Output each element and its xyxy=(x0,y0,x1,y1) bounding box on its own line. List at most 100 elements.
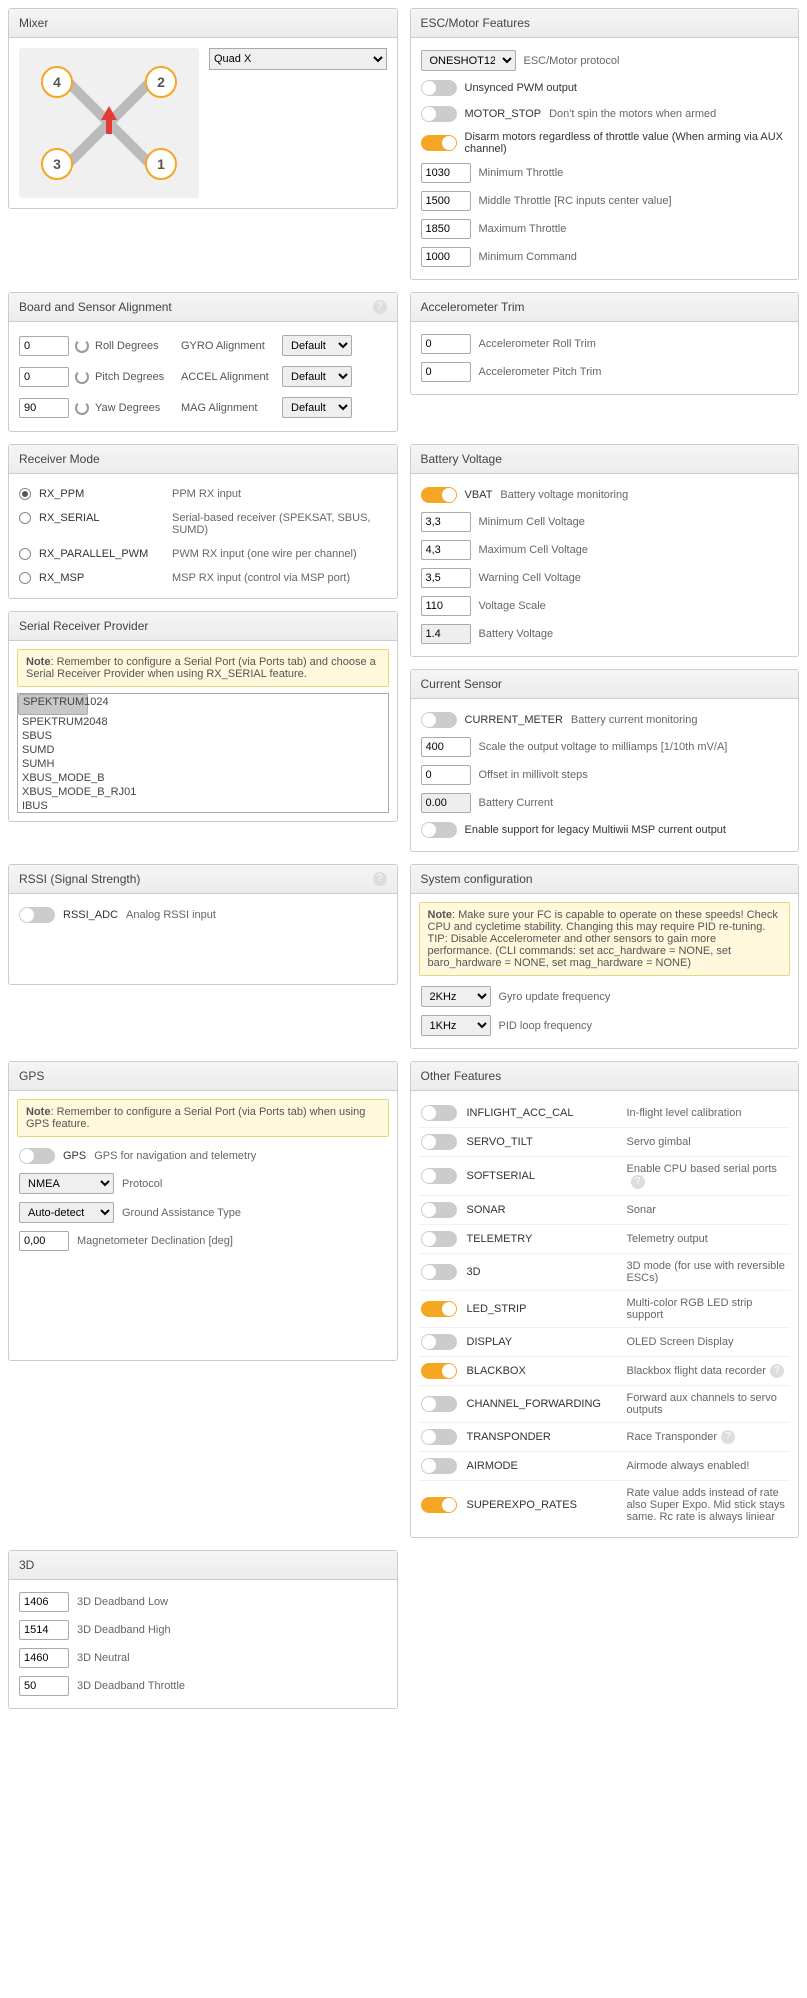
mid-throttle-input[interactable] xyxy=(421,191,471,211)
serial-rx-option[interactable]: XBUS_MODE_B_RJ01 xyxy=(18,785,388,799)
feature-toggle-CHANNEL_FORWARDING[interactable] xyxy=(421,1396,457,1412)
motor-stop-toggle[interactable] xyxy=(421,106,457,122)
max-throttle-input[interactable] xyxy=(421,219,471,239)
serial-rx-panel: Serial Receiver Provider Note: Remember … xyxy=(8,611,398,822)
feature-toggle-LED_STRIP[interactable] xyxy=(421,1301,457,1317)
min-command-label: Minimum Command xyxy=(479,251,577,263)
esc-title: ESC/Motor Features xyxy=(421,16,530,30)
feature-name: SOFTSERIAL xyxy=(467,1170,617,1182)
rssi-adc-toggle[interactable] xyxy=(19,907,55,923)
min-cell-label: Minimum Cell Voltage xyxy=(479,516,585,528)
3d-deadband-throttle-input[interactable] xyxy=(19,1676,69,1696)
feature-toggle-INFLIGHT_ACC_CAL[interactable] xyxy=(421,1105,457,1121)
vbat-toggle[interactable] xyxy=(421,487,457,503)
feature-name: SUPEREXPO_RATES xyxy=(467,1499,617,1511)
rssi-adc-name: RSSI_ADC xyxy=(63,909,118,921)
3d-deadband-high-input[interactable] xyxy=(19,1620,69,1640)
serial-rx-option[interactable]: SUMD xyxy=(18,743,388,757)
mag-declination-input[interactable] xyxy=(19,1231,69,1251)
pid-freq-select[interactable]: 1KHz xyxy=(421,1015,491,1036)
rssi-title: RSSI (Signal Strength) xyxy=(19,872,140,886)
gyro-align-select[interactable]: Default xyxy=(282,335,352,356)
rx-radio-RX_PARALLEL_PWM[interactable] xyxy=(19,548,31,560)
feature-name: 3D xyxy=(467,1266,617,1278)
voltage-scale-input[interactable] xyxy=(421,596,471,616)
yaw-degrees-input[interactable] xyxy=(19,398,69,418)
current-scale-label: Scale the output voltage to milliamps [1… xyxy=(479,741,728,753)
serial-rx-listbox[interactable]: SPEKTRUM1024SPEKTRUM2048SBUSSUMDSUMHXBUS… xyxy=(17,693,389,813)
esc-protocol-select[interactable]: ONESHOT125 xyxy=(421,50,516,71)
roll-degrees-input[interactable] xyxy=(19,336,69,356)
accel-pitch-trim-input[interactable] xyxy=(421,362,471,382)
serial-rx-option[interactable]: SPEKTRUM2048 xyxy=(18,715,388,729)
accel-roll-trim-input[interactable] xyxy=(421,334,471,354)
feature-toggle-AIRMODE[interactable] xyxy=(421,1458,457,1474)
feature-toggle-SERVO_TILT[interactable] xyxy=(421,1134,457,1150)
battery-current-readout xyxy=(421,793,471,813)
serial-rx-title: Serial Receiver Provider xyxy=(19,619,148,633)
feature-toggle-SUPEREXPO_RATES[interactable] xyxy=(421,1497,457,1513)
serial-rx-option[interactable]: SPEKTRUM1024 xyxy=(18,694,88,715)
unsync-pwm-toggle[interactable] xyxy=(421,80,457,96)
mixer-type-select[interactable]: Quad X xyxy=(209,48,387,70)
legacy-msp-toggle[interactable] xyxy=(421,822,457,838)
feature-toggle-TELEMETRY[interactable] xyxy=(421,1231,457,1247)
help-icon[interactable]: ? xyxy=(721,1430,735,1444)
current-meter-toggle[interactable] xyxy=(421,712,457,728)
serial-rx-option[interactable]: IBUS xyxy=(18,799,388,813)
max-throttle-label: Maximum Throttle xyxy=(479,223,567,235)
battery-voltage-label: Battery Voltage xyxy=(479,628,554,640)
feature-desc: Blackbox flight data recorder? xyxy=(627,1364,789,1378)
roll-label: Roll Degrees xyxy=(95,340,175,352)
feature-toggle-SONAR[interactable] xyxy=(421,1202,457,1218)
feature-toggle-BLACKBOX[interactable] xyxy=(421,1363,457,1379)
rx-desc: MSP RX input (control via MSP port) xyxy=(172,572,387,584)
system-config-note: Note: Make sure your FC is capable to op… xyxy=(419,902,791,976)
mag-align-select[interactable]: Default xyxy=(282,397,352,418)
feature-desc: 3D mode (for use with reversible ESCs) xyxy=(627,1260,789,1284)
feature-toggle-DISPLAY[interactable] xyxy=(421,1334,457,1350)
max-cell-input[interactable] xyxy=(421,540,471,560)
feature-desc: OLED Screen Display xyxy=(627,1336,789,1348)
disarm-label: Disarm motors regardless of throttle val… xyxy=(465,131,789,155)
mixer-panel: Mixer 4 2 3 1 Quad X xyxy=(8,8,398,209)
help-icon[interactable]: ? xyxy=(373,300,387,314)
rssi-panel: RSSI (Signal Strength)? RSSI_ADCAnalog R… xyxy=(8,864,398,985)
accel-pitch-trim-label: Accelerometer Pitch Trim xyxy=(479,366,602,378)
3d-neutral-input[interactable] xyxy=(19,1648,69,1668)
feature-name: SONAR xyxy=(467,1204,617,1216)
warn-cell-input[interactable] xyxy=(421,568,471,588)
min-command-input[interactable] xyxy=(421,247,471,267)
system-config-title: System configuration xyxy=(421,872,533,886)
rx-radio-RX_SERIAL[interactable] xyxy=(19,512,31,524)
esc-protocol-label: ESC/Motor protocol xyxy=(524,55,620,67)
serial-rx-option[interactable]: SUMH xyxy=(18,757,388,771)
feature-toggle-3D[interactable] xyxy=(421,1264,457,1280)
serial-rx-option[interactable]: SBUS xyxy=(18,729,388,743)
rx-radio-RX_MSP[interactable] xyxy=(19,572,31,584)
serial-rx-option[interactable]: XBUS_MODE_B xyxy=(18,771,388,785)
help-icon[interactable]: ? xyxy=(770,1364,784,1378)
current-scale-input[interactable] xyxy=(421,737,471,757)
help-icon[interactable]: ? xyxy=(373,872,387,886)
gyro-freq-select[interactable]: 2KHz xyxy=(421,986,491,1007)
serial-rx-note: Note: Remember to configure a Serial Por… xyxy=(17,649,389,687)
3d-deadband-high-label: 3D Deadband High xyxy=(77,1624,171,1636)
rx-radio-RX_PPM[interactable] xyxy=(19,488,31,500)
feature-toggle-TRANSPONDER[interactable] xyxy=(421,1429,457,1445)
gps-ground-select[interactable]: Auto-detect xyxy=(19,1202,114,1223)
disarm-toggle[interactable] xyxy=(421,135,457,151)
feature-toggle-SOFTSERIAL[interactable] xyxy=(421,1168,457,1184)
pitch-degrees-input[interactable] xyxy=(19,367,69,387)
battery-voltage-panel: Battery Voltage VBATBattery voltage moni… xyxy=(410,444,800,657)
help-icon[interactable]: ? xyxy=(631,1175,645,1189)
gps-protocol-select[interactable]: NMEA xyxy=(19,1173,114,1194)
mixer-diagram: 4 2 3 1 xyxy=(19,48,199,198)
min-throttle-input[interactable] xyxy=(421,163,471,183)
accel-align-select[interactable]: Default xyxy=(282,366,352,387)
current-offset-input[interactable] xyxy=(421,765,471,785)
max-cell-label: Maximum Cell Voltage xyxy=(479,544,588,556)
3d-deadband-low-input[interactable] xyxy=(19,1592,69,1612)
min-cell-input[interactable] xyxy=(421,512,471,532)
gps-toggle[interactable] xyxy=(19,1148,55,1164)
